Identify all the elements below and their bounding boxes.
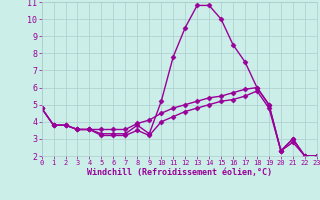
X-axis label: Windchill (Refroidissement éolien,°C): Windchill (Refroidissement éolien,°C) <box>87 168 272 177</box>
